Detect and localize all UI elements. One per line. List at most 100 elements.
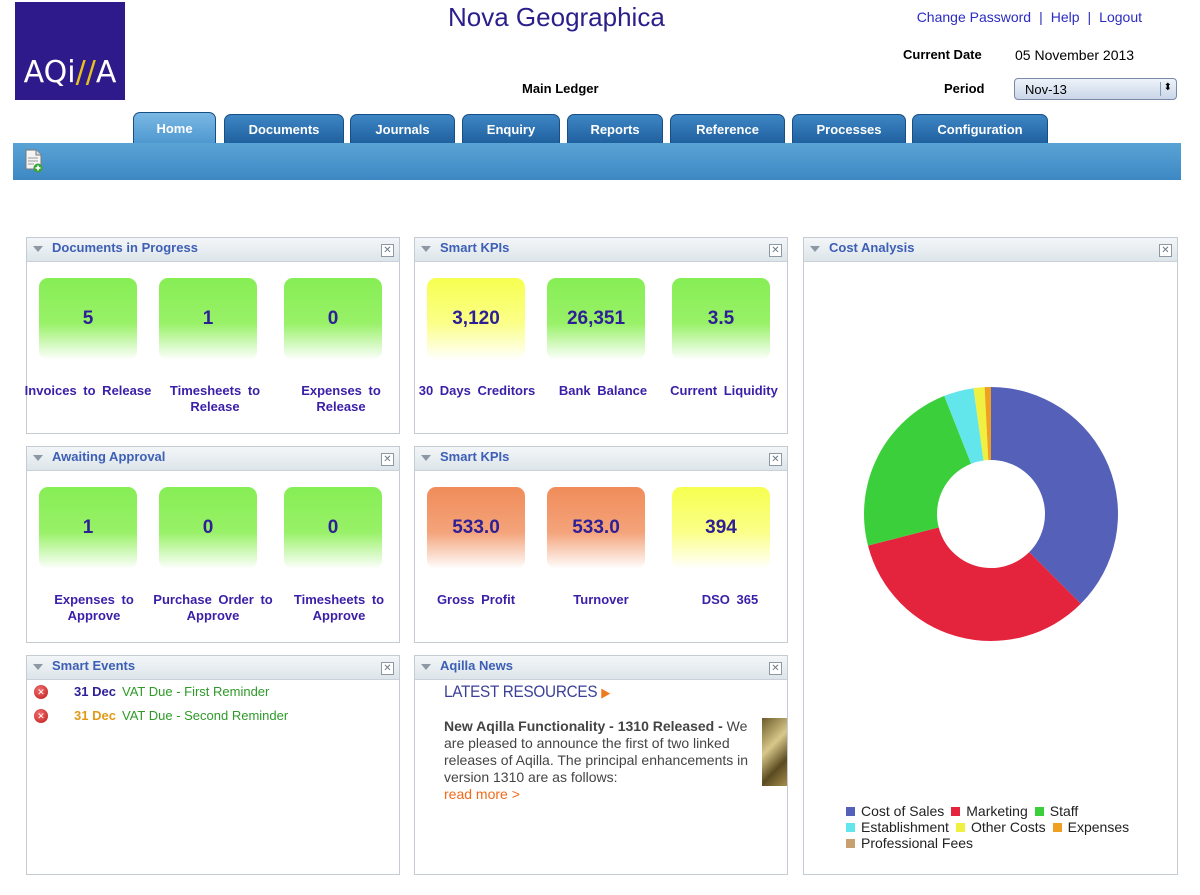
close-icon[interactable]: ✕	[769, 662, 782, 675]
kpi-tile-label: Timesheets to Approve	[293, 592, 385, 623]
help-link[interactable]: Help	[1050, 9, 1080, 25]
collapse-triangle-icon[interactable]	[421, 455, 431, 461]
kpi-tile[interactable]: 0	[284, 278, 382, 360]
kpi-tile[interactable]: 3.5	[672, 278, 770, 360]
legend-label: Other Costs	[970, 819, 1046, 835]
kpi-tile[interactable]: 533.0	[427, 487, 525, 569]
tab-configuration[interactable]: Configuration	[912, 114, 1048, 144]
legend-swatch	[1034, 807, 1044, 816]
legend-swatch	[955, 823, 965, 832]
donut-slice-staff[interactable]	[864, 395, 972, 546]
legend-item[interactable]: Establishment	[846, 819, 949, 835]
kpi-tile[interactable]: 1	[39, 487, 137, 569]
kpi-tile[interactable]: 26,351	[547, 278, 645, 360]
donut-slice-cost-of-sales[interactable]	[991, 387, 1118, 604]
panel-title: Aqilla News	[440, 658, 513, 673]
legend-item[interactable]: Professional Fees	[846, 835, 973, 851]
news-heading-text: LATEST RESOURCES	[444, 682, 598, 701]
kpi-tile-label: Current Liquidity	[670, 383, 778, 398]
panel-header: Cost Analysis ✕	[804, 238, 1177, 262]
error-x-icon: ✕	[34, 709, 48, 723]
panel-smart-events: Smart Events ✕ ✕ 31 Dec VAT Due - First …	[26, 655, 400, 875]
panel-title: Smart KPIs	[440, 240, 510, 255]
panel-title: Cost Analysis	[829, 240, 915, 255]
panel-header: Awaiting Approval ✕	[27, 447, 399, 471]
kpi-tile-label: Expenses to Approve	[54, 592, 134, 623]
panel-smart-kpis-1: Smart KPIs ✕ 3,120 26,351 3.5 30 Days Cr…	[414, 237, 788, 434]
collapse-triangle-icon[interactable]	[421, 664, 431, 670]
kpi-tile[interactable]: 533.0	[547, 487, 645, 569]
kpi-tile-label: 30 Days Creditors	[418, 383, 536, 398]
tab-documents[interactable]: Documents	[224, 114, 344, 144]
legend-item[interactable]: Cost of Sales	[846, 803, 944, 819]
donut-slice-establishment[interactable]	[944, 388, 984, 464]
kpi-tile[interactable]: 3,120	[427, 278, 525, 360]
logo-text-a: AQi	[23, 55, 76, 90]
kpi-tile[interactable]: 394	[672, 487, 770, 569]
close-icon[interactable]: ✕	[769, 453, 782, 466]
tab-reference[interactable]: Reference	[670, 114, 785, 144]
collapse-triangle-icon[interactable]	[33, 246, 43, 252]
news-body-text: We are pleased to announce the first of …	[444, 718, 749, 785]
kpi-tile[interactable]: 0	[159, 487, 257, 569]
legend-label: Marketing	[966, 803, 1028, 819]
period-select-value: Nov-13	[1025, 82, 1067, 97]
legend-label: Expenses	[1067, 819, 1130, 835]
ledger-name: Main Ledger	[522, 81, 599, 96]
tab-journals[interactable]: Journals	[350, 114, 455, 144]
link-separator: |	[1039, 9, 1043, 25]
logout-link[interactable]: Logout	[1099, 9, 1142, 25]
legend-label: Cost of Sales	[861, 803, 945, 819]
panel-smart-kpis-2: Smart KPIs ✕ 533.0 533.0 394 Gross Profi…	[414, 446, 788, 643]
donut-slice-other-costs[interactable]	[973, 387, 989, 461]
tab-enquiry[interactable]: Enquiry	[462, 114, 560, 144]
kpi-tile-label: Purchase Order to Approve	[153, 592, 273, 623]
panel-documents-in-progress: Documents in Progress ✕ 5 1 0 Invoices t…	[24, 237, 400, 434]
collapse-triangle-icon[interactable]	[33, 455, 43, 461]
close-icon[interactable]: ✕	[769, 244, 782, 257]
kpi-tile-label: Turnover	[573, 592, 629, 607]
panel-title: Smart Events	[52, 658, 136, 673]
legend-label: Staff	[1049, 803, 1079, 819]
link-separator: |	[1087, 9, 1092, 25]
legend-item[interactable]: Staff	[1034, 803, 1079, 819]
close-icon[interactable]: ✕	[1159, 244, 1172, 257]
kpi-tile-label: Expenses to Release	[301, 383, 381, 414]
donut-slice-marketing[interactable]	[867, 527, 1081, 641]
tab-processes[interactable]: Processes	[792, 114, 906, 144]
panel-header: Smart KPIs ✕	[415, 238, 787, 262]
aqilla-logo: AQi//A	[15, 2, 125, 100]
tab-home[interactable]: Home	[133, 112, 216, 144]
kpi-tile-label: Invoices to Release	[24, 383, 152, 398]
new-document-icon[interactable]	[24, 149, 44, 173]
legend-item[interactable]: Marketing	[951, 803, 1028, 819]
read-more-link[interactable]: read more >	[444, 786, 520, 802]
legend-swatch	[846, 807, 855, 816]
kpi-tile[interactable]: 0	[284, 487, 382, 569]
collapse-triangle-icon[interactable]	[421, 246, 431, 252]
change-password-link[interactable]: Change Password	[916, 9, 1032, 25]
kpi-tile[interactable]: 5	[39, 278, 137, 360]
legend-swatch	[951, 807, 961, 816]
close-icon[interactable]: ✕	[381, 244, 394, 257]
legend-label: Establishment	[861, 819, 949, 835]
legend-item[interactable]: Other Costs	[955, 819, 1046, 835]
close-icon[interactable]: ✕	[381, 453, 394, 466]
legend-item[interactable]: Expenses	[1052, 819, 1130, 835]
legend-swatch	[846, 823, 855, 832]
kpi-tile-label: Timesheets to Release	[169, 383, 261, 414]
donut-slice-expenses[interactable]	[984, 387, 991, 461]
collapse-triangle-icon[interactable]	[810, 246, 820, 252]
period-select[interactable]: Nov-13 ⬍	[1014, 78, 1177, 100]
news-heading[interactable]: LATEST RESOURCES ▶	[444, 682, 610, 702]
panel-title: Smart KPIs	[440, 449, 510, 464]
error-x-icon: ✕	[34, 685, 48, 699]
close-icon[interactable]: ✕	[381, 662, 394, 675]
current-date-value: 05 November 2013	[1015, 47, 1135, 63]
kpi-tile[interactable]: 1	[159, 278, 257, 360]
tab-reports[interactable]: Reports	[567, 114, 663, 144]
panel-title: Documents in Progress	[52, 240, 198, 255]
logo-text-slash: //	[75, 55, 96, 90]
collapse-triangle-icon[interactable]	[33, 664, 43, 670]
panel-header: Smart Events ✕	[27, 656, 399, 680]
